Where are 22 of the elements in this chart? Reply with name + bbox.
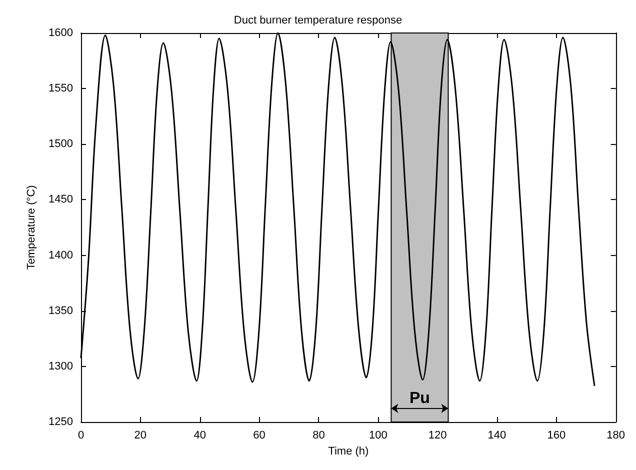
y-tick-label: 1550 (48, 82, 73, 95)
y-tick-label: 1600 (48, 27, 73, 39)
x-tick-label: 40 (194, 430, 206, 442)
x-tick-label: 60 (253, 430, 266, 442)
x-tick-label: 100 (368, 430, 388, 442)
x-tick-label: 160 (547, 430, 566, 442)
x-axis-title: Time (h) (328, 445, 369, 458)
y-tick-label: 1350 (48, 304, 73, 317)
x-tick-label: 80 (312, 430, 325, 442)
y-tick-label: 1400 (48, 249, 73, 262)
x-tick-label: 180 (606, 430, 626, 442)
y-tick-label: 1250 (48, 416, 73, 428)
x-tick-label: 140 (488, 430, 506, 442)
y-tick-label: 1450 (48, 194, 73, 206)
x-tick-label: 20 (134, 430, 147, 442)
x-tick-label: 0 (78, 430, 84, 442)
band-label: Pu (409, 390, 430, 407)
y-axis-title: Temperature (°C) (26, 185, 38, 270)
x-tick-label: 120 (428, 430, 447, 442)
y-tick-label: 1300 (48, 360, 73, 372)
y-tick-label: 1500 (48, 138, 73, 150)
chart-title: Duct burner temperature response (234, 14, 402, 26)
